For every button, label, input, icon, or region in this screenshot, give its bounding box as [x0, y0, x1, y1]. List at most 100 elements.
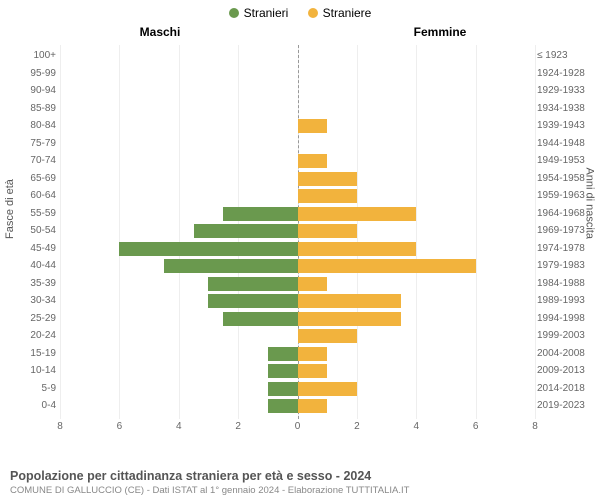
pyramid-row [60, 187, 535, 205]
y-tick-birth: 1944-1948 [537, 138, 592, 149]
y-tick-age: 15-19 [20, 348, 56, 359]
bar-male [268, 382, 298, 396]
bar-female [298, 119, 328, 133]
chart-footer: Popolazione per cittadinanza straniera p… [10, 469, 590, 496]
bar-female [298, 189, 357, 203]
y-tick-birth: 1924-1928 [537, 68, 592, 79]
bar-male [194, 224, 298, 238]
y-tick-age: 20-24 [20, 330, 56, 341]
pyramid-row [60, 292, 535, 310]
bar-male [223, 207, 297, 221]
y-tick-birth: 2019-2023 [537, 400, 592, 411]
x-tick: 2 [354, 421, 360, 432]
bar-male [268, 399, 298, 413]
bar-female [298, 259, 476, 273]
pyramid-row [60, 47, 535, 65]
x-tick: 8 [57, 421, 63, 432]
x-tick: 2 [235, 421, 241, 432]
y-tick-age: 90-94 [20, 85, 56, 96]
col-title-female: Femmine [340, 25, 600, 39]
pyramid-row [60, 117, 535, 135]
y-tick-age: 30-34 [20, 295, 56, 306]
pyramid-row [60, 345, 535, 363]
legend-item-male: Stranieri [229, 6, 289, 20]
pyramid-row [60, 380, 535, 398]
y-tick-birth: 1974-1978 [537, 243, 592, 254]
y-tick-birth: 2014-2018 [537, 383, 592, 394]
bar-female [298, 382, 357, 396]
bar-female [298, 242, 417, 256]
pyramid-row [60, 397, 535, 415]
pyramid-row [60, 135, 535, 153]
pyramid-row [60, 310, 535, 328]
pyramid-row [60, 152, 535, 170]
y-tick-birth: 1979-1983 [537, 260, 592, 271]
bar-female [298, 207, 417, 221]
y-tick-birth: 1989-1993 [537, 295, 592, 306]
pyramid-row [60, 275, 535, 293]
y-left-axis-label: Fasce di età [4, 179, 16, 239]
x-tick: 0 [295, 421, 301, 432]
y-tick-birth: 1934-1938 [537, 103, 592, 114]
y-tick-age: 70-74 [20, 155, 56, 166]
x-tick: 8 [532, 421, 538, 432]
y-tick-birth: 1984-1988 [537, 278, 592, 289]
bar-female [298, 312, 402, 326]
y-tick-age: 35-39 [20, 278, 56, 289]
legend-label-male: Stranieri [244, 6, 289, 20]
x-tick: 6 [117, 421, 123, 432]
y-tick-birth: 2004-2008 [537, 348, 592, 359]
y-tick-age: 60-64 [20, 190, 56, 201]
col-title-male: Maschi [0, 25, 260, 39]
y-tick-age: 95-99 [20, 68, 56, 79]
pyramid-row [60, 257, 535, 275]
y-tick-age: 55-59 [20, 208, 56, 219]
bar-female [298, 364, 328, 378]
pyramid-row [60, 205, 535, 223]
x-tick: 4 [413, 421, 419, 432]
chart-title: Popolazione per cittadinanza straniera p… [10, 469, 590, 483]
y-tick-age: 75-79 [20, 138, 56, 149]
legend-swatch-male [229, 8, 239, 18]
bar-female [298, 277, 328, 291]
x-axis-ticks: 8 6 4 2 0 2 4 6 8 [60, 421, 535, 435]
plot-area [60, 45, 535, 419]
bar-male [164, 259, 298, 273]
gridline [535, 45, 536, 419]
bar-male [268, 347, 298, 361]
x-tick: 4 [176, 421, 182, 432]
y-tick-age: 5-9 [20, 383, 56, 394]
bar-male [208, 277, 297, 291]
y-tick-birth: 1929-1933 [537, 85, 592, 96]
y-tick-age: 100+ [20, 50, 56, 61]
pyramid-row [60, 222, 535, 240]
y-tick-age: 25-29 [20, 313, 56, 324]
bar-female [298, 329, 357, 343]
bar-male [268, 364, 298, 378]
y-tick-age: 45-49 [20, 243, 56, 254]
legend-label-female: Straniere [323, 6, 372, 20]
y-tick-birth: 1959-1963 [537, 190, 592, 201]
y-tick-age: 65-69 [20, 173, 56, 184]
bar-female [298, 224, 357, 238]
y-tick-age: 10-14 [20, 365, 56, 376]
y-tick-birth: 1954-1958 [537, 173, 592, 184]
x-tick: 6 [473, 421, 479, 432]
y-tick-birth: 1969-1973 [537, 225, 592, 236]
y-tick-age: 0-4 [20, 400, 56, 411]
chart-subtitle: COMUNE DI GALLUCCIO (CE) - Dati ISTAT al… [10, 485, 590, 496]
chart-area: Fasce di età Anni di nascita 864202468 1… [0, 39, 600, 449]
y-tick-age: 85-89 [20, 103, 56, 114]
y-tick-age: 40-44 [20, 260, 56, 271]
legend: Stranieri Straniere [0, 0, 600, 25]
y-tick-age: 80-84 [20, 120, 56, 131]
y-tick-birth: 1949-1953 [537, 155, 592, 166]
legend-item-female: Straniere [308, 6, 372, 20]
y-tick-age: 50-54 [20, 225, 56, 236]
y-tick-birth: 2009-2013 [537, 365, 592, 376]
y-tick-birth: 1964-1968 [537, 208, 592, 219]
pyramid-row [60, 240, 535, 258]
y-tick-birth: 1994-1998 [537, 313, 592, 324]
pyramid-row [60, 327, 535, 345]
bar-female [298, 294, 402, 308]
